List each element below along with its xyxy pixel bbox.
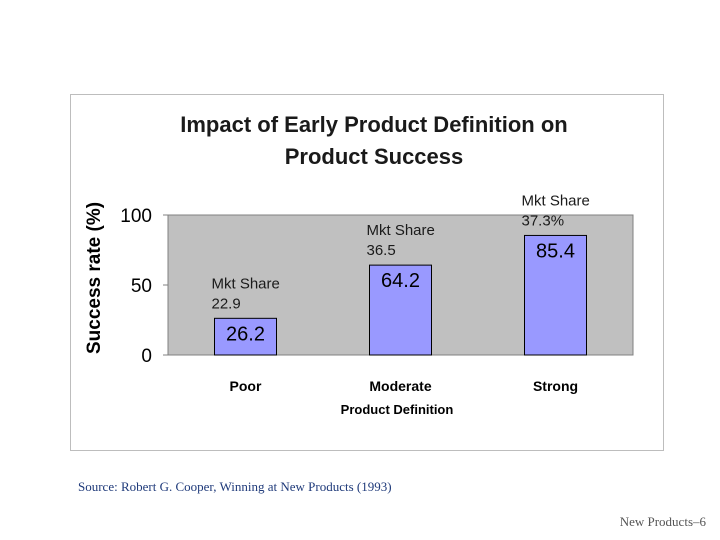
bar-moderate	[369, 264, 432, 356]
annotation-line: 36.5	[367, 242, 396, 259]
bar-value-label: 26.2	[226, 323, 265, 345]
chart-title-line-2: Product Success	[285, 144, 464, 169]
mkt-share-annotation: Mkt Share 36.5	[367, 222, 435, 259]
y-tick-label: 50	[131, 276, 152, 297]
x-tick-label: Moderate	[369, 378, 431, 394]
y-tick-label: 0	[141, 346, 152, 367]
bar-chart: Impact of Early Product Definition on Pr…	[84, 112, 634, 417]
bar-value-label: 64.2	[381, 270, 420, 292]
annotation-line: 22.9	[212, 295, 241, 312]
chart-frame: Impact of Early Product Definition on Pr…	[70, 94, 664, 451]
annotation-line: 37.3%	[522, 212, 565, 229]
chart-title-line-1: Impact of Early Product Definition on	[180, 112, 567, 137]
bar-value-label: 85.4	[536, 240, 575, 262]
bar-poor	[214, 317, 277, 356]
y-tick-label: 100	[120, 206, 152, 227]
mkt-share-annotation: Mkt Share 22.9	[212, 275, 280, 312]
x-tick-label: Strong	[533, 378, 578, 394]
slide-footer: New Products–6	[619, 514, 706, 529]
annotation-line: Mkt Share	[522, 192, 590, 209]
x-tick-label: Poor	[230, 378, 262, 394]
x-axis-label: Product Definition	[341, 402, 454, 417]
source-note: Source: Robert G. Cooper, Winning at New…	[78, 479, 392, 494]
bar-strong	[524, 234, 587, 356]
mkt-share-annotation: Mkt Share 37.3%	[522, 192, 590, 229]
annotation-line: Mkt Share	[212, 275, 280, 292]
y-axis-label: Success rate (%)	[84, 202, 105, 354]
annotation-line: Mkt Share	[367, 222, 435, 239]
